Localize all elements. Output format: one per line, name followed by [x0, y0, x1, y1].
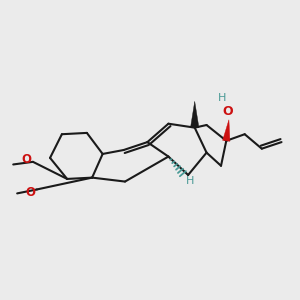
Text: O: O [26, 186, 36, 199]
Polygon shape [190, 101, 199, 128]
Text: O: O [22, 153, 32, 166]
Polygon shape [223, 120, 230, 141]
Text: H: H [218, 93, 226, 103]
Text: H: H [186, 176, 194, 186]
Text: O: O [222, 105, 233, 118]
